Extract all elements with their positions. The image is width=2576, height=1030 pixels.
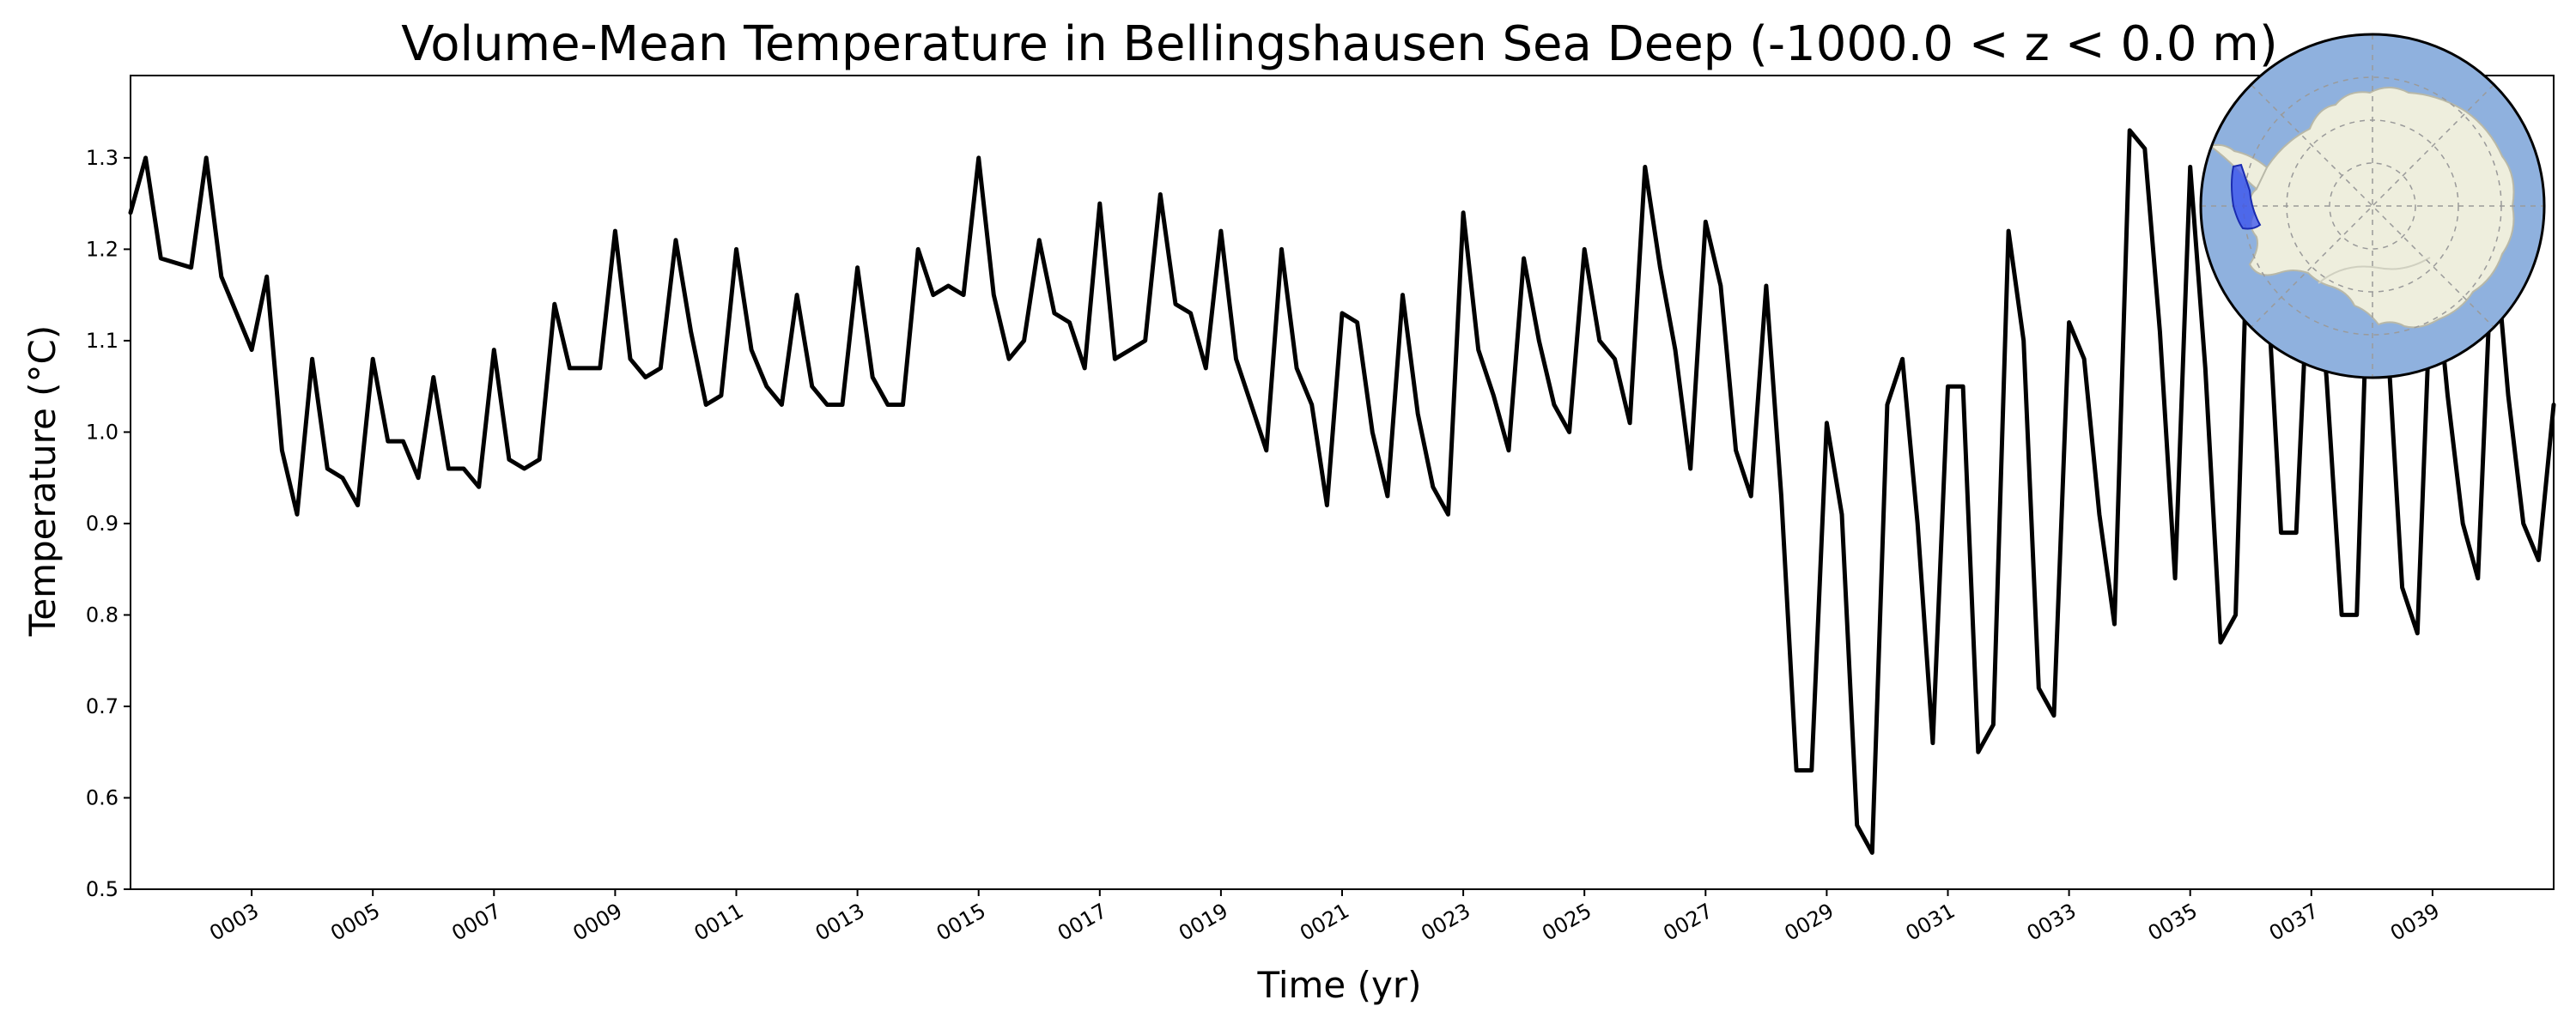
y-tick-label: 0.9	[86, 512, 118, 536]
x-tick-label: 0033	[2023, 899, 2081, 946]
x-tick-label: 0019	[1175, 899, 1232, 946]
x-tick-label: 0035	[2144, 899, 2202, 946]
y-axis-label: Temperature (°C)	[21, 325, 64, 638]
y-axis-ticks: 0.5 0.6 0.7 0.8 0.9 1.0 1.1 1.2 1.3	[86, 146, 131, 901]
y-tick-label: 0.8	[86, 603, 118, 627]
x-tick-label: 0027	[1659, 899, 1716, 946]
y-tick-label: 1.0	[86, 420, 118, 444]
x-tick-label: 0009	[569, 899, 627, 946]
inset-map	[2199, 33, 2546, 379]
x-axis-label: Time (yr)	[1256, 964, 1421, 1006]
series-layer	[128, 118, 2556, 855]
plot-area: 0.5 0.6 0.7 0.8 0.9 1.0 1.1 1.2 1.3 0003 0005 0007…	[86, 75, 2556, 946]
x-tick-label: 0039	[2386, 899, 2444, 946]
x-tick-label: 0037	[2265, 899, 2323, 946]
x-tick-label: 0029	[1781, 899, 1838, 946]
series-line	[128, 118, 2556, 855]
x-tick-label: 0015	[933, 899, 990, 946]
y-tick-label: 1.2	[86, 237, 118, 261]
inset-border	[2199, 33, 2546, 379]
y-tick-label: 0.7	[86, 694, 118, 718]
x-tick-label: 0013	[811, 899, 869, 946]
x-tick-label: 0003	[205, 899, 263, 946]
x-tick-label: 0011	[690, 899, 748, 946]
y-tick-label: 1.3	[86, 146, 118, 170]
x-tick-label: 0005	[326, 899, 384, 946]
x-tick-label: 0025	[1538, 899, 1595, 946]
x-tick-label: 0021	[1296, 899, 1353, 946]
inset-antarctica-land	[2248, 87, 2515, 329]
chart-title: Volume-Mean Temperature in Bellingshause…	[401, 16, 2277, 72]
inset-bellingshausen-region	[2231, 163, 2262, 230]
x-tick-label: 0023	[1417, 899, 1474, 946]
x-tick-label: 0031	[1902, 899, 1959, 946]
y-tick-label: 1.1	[86, 329, 118, 353]
x-tick-label: 0017	[1054, 899, 1111, 946]
inset-ross-ice-edge	[2318, 257, 2431, 284]
x-tick-label: 0007	[447, 899, 505, 946]
y-tick-label: 0.5	[86, 877, 118, 901]
x-axis-ticks: 0003 0005 0007 0009 0011 0013 0015 0017 0019 0021…	[205, 889, 2444, 946]
y-tick-label: 0.6	[86, 785, 118, 809]
